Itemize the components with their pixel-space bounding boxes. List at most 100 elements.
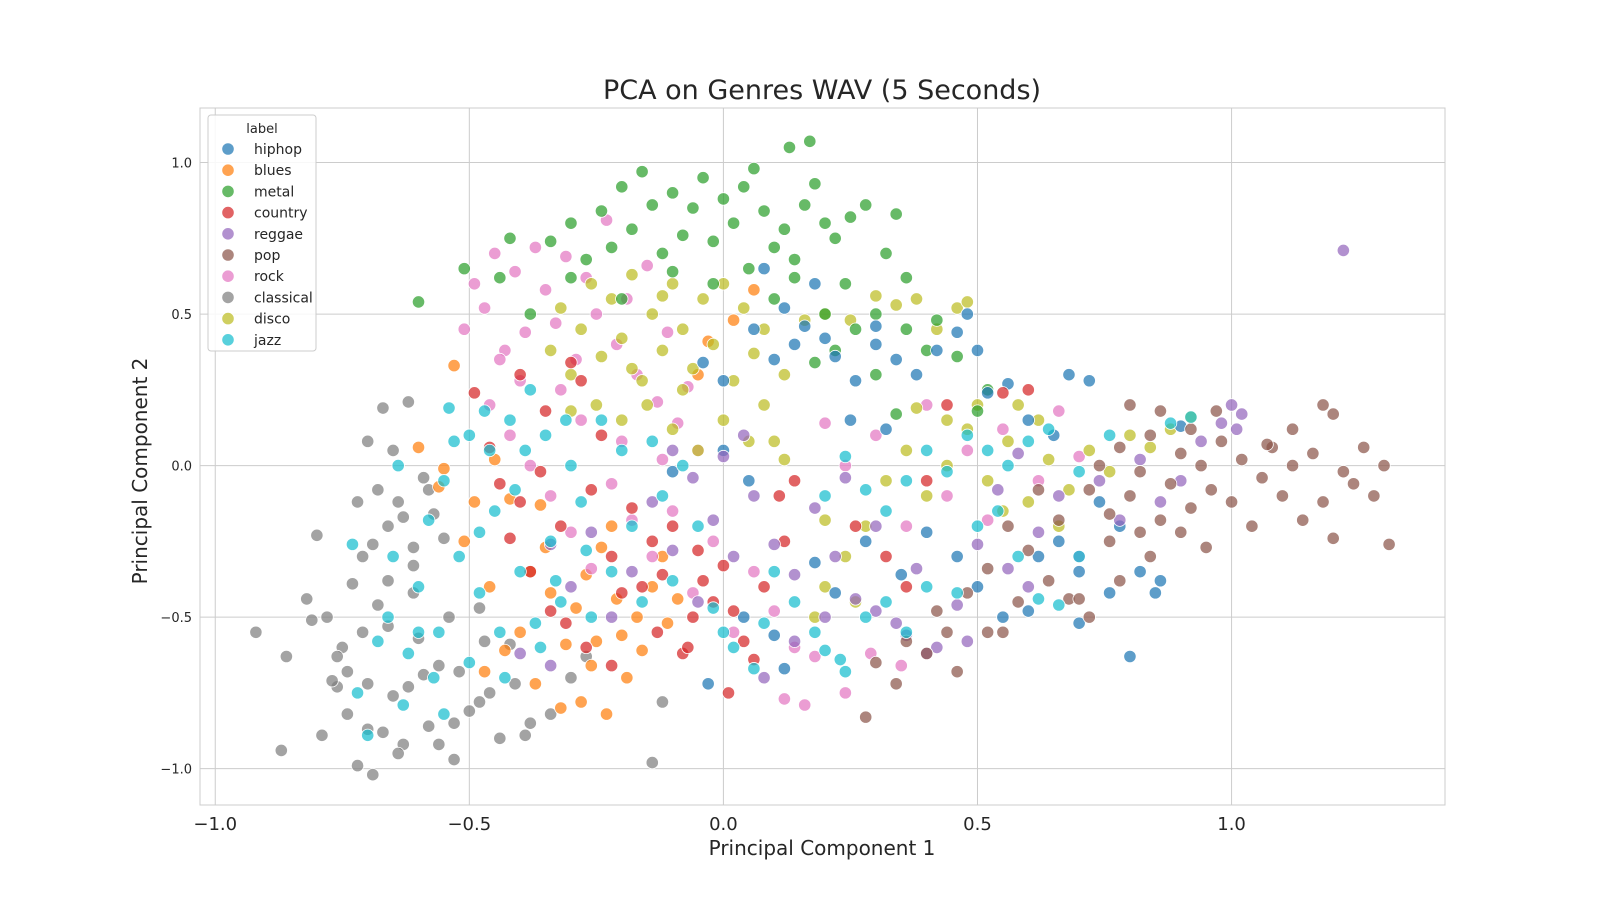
point-reggae (767, 537, 781, 551)
point-jazz (1042, 422, 1056, 436)
point-jazz (645, 434, 659, 448)
point-country (757, 580, 771, 594)
point-metal (747, 162, 761, 176)
point-jazz (625, 519, 639, 533)
point-disco (645, 307, 659, 321)
point-disco (686, 362, 700, 376)
point-classical (361, 434, 375, 448)
point-country (899, 580, 913, 594)
point-blues (584, 658, 598, 673)
point-jazz (1163, 416, 1178, 430)
point-reggae (1214, 416, 1229, 430)
point-metal (523, 307, 537, 321)
point-disco (1123, 428, 1137, 442)
point-pop (981, 625, 995, 639)
point-reggae (625, 565, 639, 579)
point-country (594, 428, 609, 442)
point-rock (747, 565, 761, 579)
point-jazz (411, 625, 426, 639)
point-pop (1214, 434, 1229, 448)
point-rock (467, 277, 482, 291)
point-jazz (991, 504, 1005, 518)
legend-label-rock: rock (254, 269, 285, 285)
point-rock (493, 352, 507, 367)
point-pop (1275, 489, 1289, 503)
point-rock (996, 422, 1010, 436)
point-metal (594, 204, 609, 218)
point-reggae (737, 428, 751, 442)
point-metal (950, 349, 964, 364)
point-pop (950, 665, 964, 679)
point-jazz (386, 549, 400, 564)
point-reggae (605, 610, 619, 624)
point-metal (757, 204, 771, 218)
point-pop (920, 646, 934, 661)
point-reggae (828, 549, 842, 564)
point-pop (1260, 437, 1274, 451)
series-metal (411, 134, 995, 421)
point-metal (706, 234, 720, 248)
point-jazz (447, 434, 461, 448)
point-country (848, 519, 863, 533)
point-pop (1011, 595, 1025, 609)
point-metal (457, 262, 471, 276)
point-pop (889, 677, 903, 691)
point-disco (960, 295, 974, 309)
point-metal (869, 368, 883, 382)
point-jazz (574, 495, 588, 509)
point-disco (737, 301, 751, 315)
chart-title: PCA on Genres WAV (5 Seconds) (603, 75, 1041, 106)
point-reggae (544, 658, 558, 673)
legend-label-blues: blues (254, 163, 292, 179)
point-classical (356, 549, 370, 564)
point-country (564, 355, 578, 370)
point-classical (406, 558, 421, 573)
point-disco (615, 331, 629, 345)
point-country (538, 404, 553, 418)
point-country (513, 495, 527, 509)
point-country (650, 625, 664, 639)
point-classical (452, 665, 466, 679)
point-hiphop (909, 368, 924, 382)
point-classical (544, 707, 558, 721)
point-pop (1103, 507, 1117, 521)
point-classical (249, 625, 263, 639)
point-jazz (442, 401, 456, 415)
legend-marker-jazz (221, 333, 235, 347)
point-classical (274, 743, 288, 758)
point-jazz (462, 428, 476, 442)
point-rock (574, 413, 588, 427)
point-reggae (1153, 495, 1168, 509)
point-rock (767, 604, 781, 618)
point-jazz (559, 413, 573, 427)
point-jazz (691, 519, 705, 533)
point-metal (808, 177, 822, 191)
point-country (787, 474, 802, 488)
point-disco (640, 398, 654, 412)
point-rock (940, 489, 954, 503)
point-metal (787, 252, 802, 267)
point-classical (310, 528, 324, 542)
point-country (920, 474, 934, 488)
point-pop (1042, 574, 1056, 588)
point-jazz (345, 537, 360, 551)
point-reggae (665, 543, 680, 558)
point-blues (554, 701, 568, 715)
point-country (584, 483, 598, 497)
point-classical (472, 695, 487, 709)
point-jazz (899, 474, 913, 488)
point-reggae (838, 471, 852, 485)
point-hiphop (1072, 565, 1086, 579)
point-classical (391, 746, 405, 761)
point-blues (437, 462, 451, 476)
point-hiphop (950, 549, 964, 564)
point-disco (1042, 452, 1056, 467)
point-country (721, 686, 736, 700)
point-jazz (391, 458, 405, 473)
point-disco (716, 413, 731, 427)
point-rock (706, 534, 720, 548)
x-axis-label: Principal Component 1 (709, 836, 936, 860)
point-disco (574, 322, 588, 336)
point-blues (544, 586, 558, 600)
